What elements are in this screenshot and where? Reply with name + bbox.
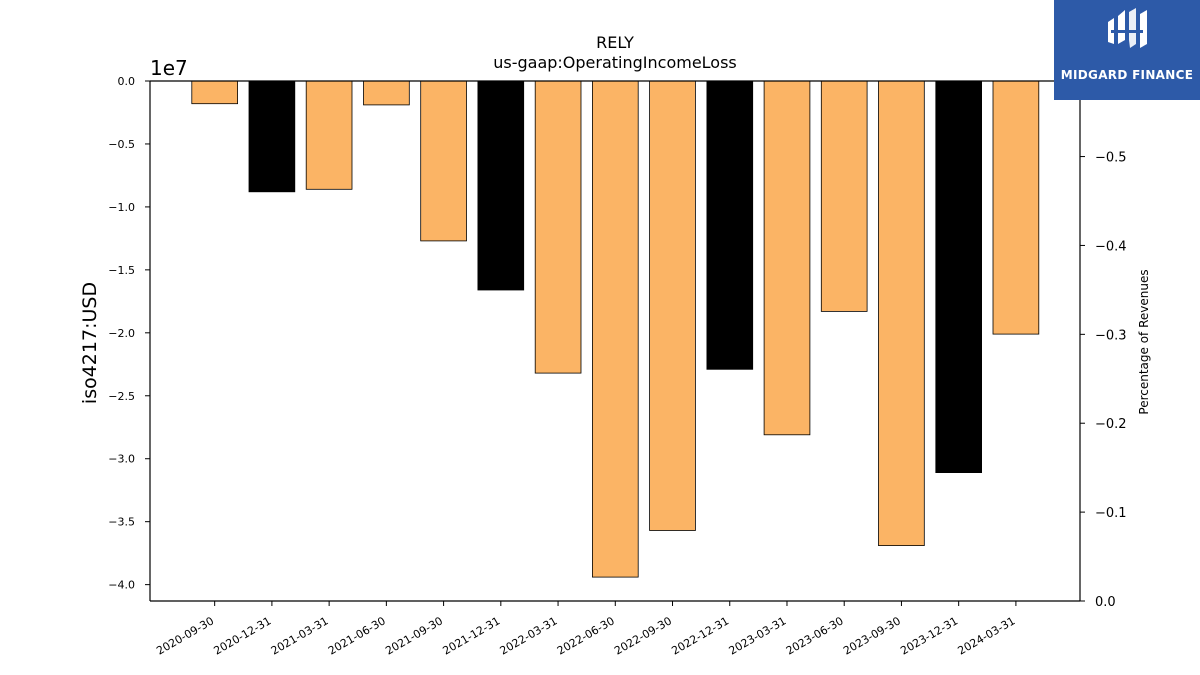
x-tick-label: 2022-12-31: [669, 614, 731, 657]
y-tick-label: −1.5: [108, 264, 135, 277]
x-tick-label: 2022-09-30: [612, 614, 674, 657]
bar-2022-03-31: [534, 80, 582, 374]
bar-2021-03-31: [305, 80, 353, 190]
x-tick-label: 2022-06-30: [555, 614, 617, 657]
y2-tick-label: 0.0: [1095, 595, 1116, 610]
x-tick-label: 2021-09-30: [383, 614, 445, 657]
y-tick-label: −4.0: [108, 579, 135, 592]
y-tick-label: −2.0: [108, 327, 135, 340]
y-tick-label: −3.0: [108, 453, 135, 466]
bar-2022-12-31: [706, 80, 754, 370]
y2-tick-label: −0.5: [1095, 151, 1127, 166]
x-tick-label: 2021-06-30: [326, 614, 388, 657]
chart-title: RELY: [596, 33, 634, 52]
x-tick-label: 2024-03-31: [956, 614, 1018, 657]
chart-subtitle: us-gaap:OperatingIncomeLoss: [493, 53, 737, 72]
y2-tick-label: −0.4: [1095, 239, 1127, 254]
brand-logo: MIDGARD FINANCE: [1054, 0, 1200, 100]
y2-tick-label: −0.2: [1095, 417, 1127, 432]
bar-2021-09-30: [420, 80, 467, 242]
bar-2022-06-30: [592, 80, 639, 578]
x-tick-label: 2023-03-31: [727, 614, 789, 657]
bar-2023-09-30: [878, 80, 925, 547]
y-offset-label: 1e7: [150, 56, 188, 80]
x-tick-label: 2021-12-31: [440, 614, 502, 657]
y-tick-label: −0.5: [108, 138, 135, 151]
bar-2021-06-30: [363, 80, 410, 106]
y-tick-label: −2.5: [108, 390, 135, 403]
bar-2022-09-30: [649, 80, 696, 531]
x-tick-label: 2023-12-31: [898, 614, 960, 657]
y-tick-label: 0.0: [118, 75, 136, 88]
x-tick-label: 2021-03-31: [269, 614, 331, 657]
bar-2023-06-30: [820, 80, 868, 312]
y2-axis-label: Percentage of Revenues: [1137, 269, 1151, 414]
x-tick-label: 2023-09-30: [841, 614, 903, 657]
bar-2024-03-31: [992, 80, 1040, 335]
x-tick-label: 2023-06-30: [784, 614, 846, 657]
y-axis-label: iso4217:USD: [79, 282, 101, 404]
bars-group: [191, 80, 1040, 578]
bar-2020-12-31: [248, 80, 296, 193]
y-tick-label: −1.0: [108, 201, 135, 214]
bar-2023-12-31: [935, 80, 982, 474]
bar-2021-12-31: [477, 80, 525, 291]
y2-tick-label: −0.3: [1095, 328, 1127, 343]
bar-2020-09-30: [191, 80, 239, 105]
y2-tick-label: −0.1: [1095, 506, 1127, 521]
logo-name: MIDGARD FINANCE: [1060, 68, 1194, 82]
y-tick-label: −3.5: [108, 516, 135, 529]
x-tick-label: 2022-03-31: [498, 614, 560, 657]
bar-2023-03-31: [763, 80, 811, 436]
x-tick-label: 2020-12-31: [212, 614, 274, 657]
x-tick-label: 2020-09-30: [154, 614, 216, 657]
logo-mark-icon: [1108, 8, 1147, 48]
